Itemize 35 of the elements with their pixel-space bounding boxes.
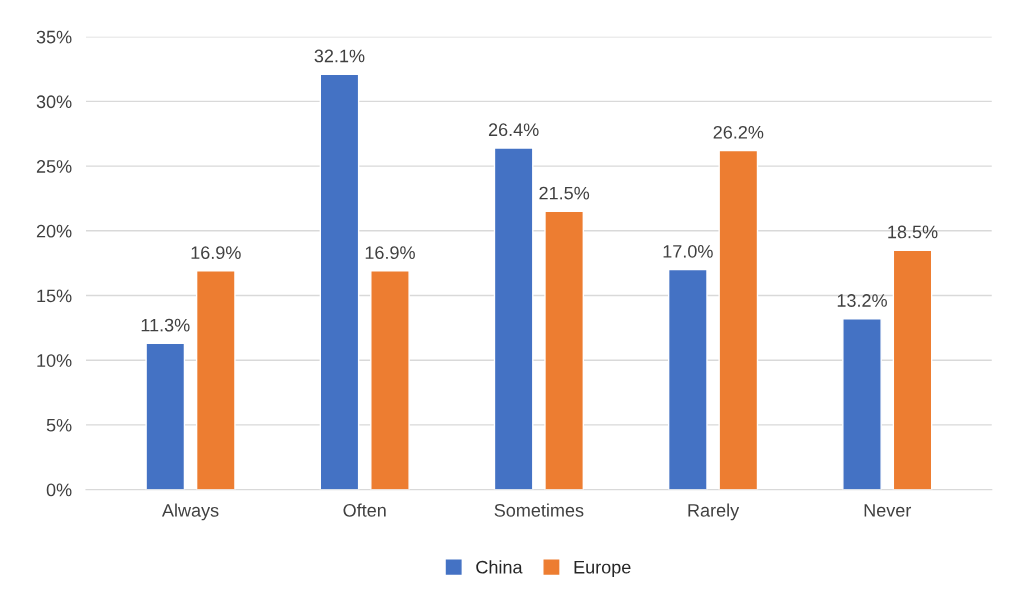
data-label: 18.5% (888, 225, 938, 239)
data-label: 26.2% (713, 125, 764, 139)
y-tick-label: 10% (37, 354, 72, 367)
data-label: 21.5% (539, 186, 590, 200)
y-tick-label: 5% (46, 418, 72, 432)
y-tick-label: 20% (36, 224, 72, 238)
data-label: 17.0% (663, 244, 713, 258)
legend-label: Europe (574, 560, 631, 578)
x-tick-label: Always (161, 503, 219, 521)
y-tick-label: 25% (36, 160, 72, 173)
y-tick-label: 35% (36, 30, 72, 44)
x-tick-label: Rarely (688, 503, 740, 521)
bar (667, 268, 708, 490)
y-tick-label: 15% (37, 289, 72, 303)
bar (145, 342, 186, 490)
x-tick-label: Never (864, 504, 912, 517)
x-tick-label: Sometimes (494, 503, 584, 517)
data-label: 13.2% (837, 294, 887, 307)
data-label: 16.9% (365, 246, 415, 260)
y-tick-label: 0% (46, 483, 72, 497)
bar (195, 270, 236, 490)
data-label: 16.9% (191, 246, 241, 260)
bar (892, 249, 933, 490)
bar (319, 73, 360, 490)
y-tick-label: 30% (36, 95, 72, 109)
bar (493, 147, 534, 490)
bar (842, 318, 882, 490)
data-label: 32.1% (314, 49, 365, 63)
bar (544, 210, 585, 490)
x-tick-label: Often (343, 503, 386, 517)
legend-label: China (476, 560, 523, 574)
data-label: 11.3% (141, 318, 190, 332)
bar (370, 270, 410, 490)
data-label: 26.4% (488, 123, 539, 137)
bar (718, 149, 759, 490)
